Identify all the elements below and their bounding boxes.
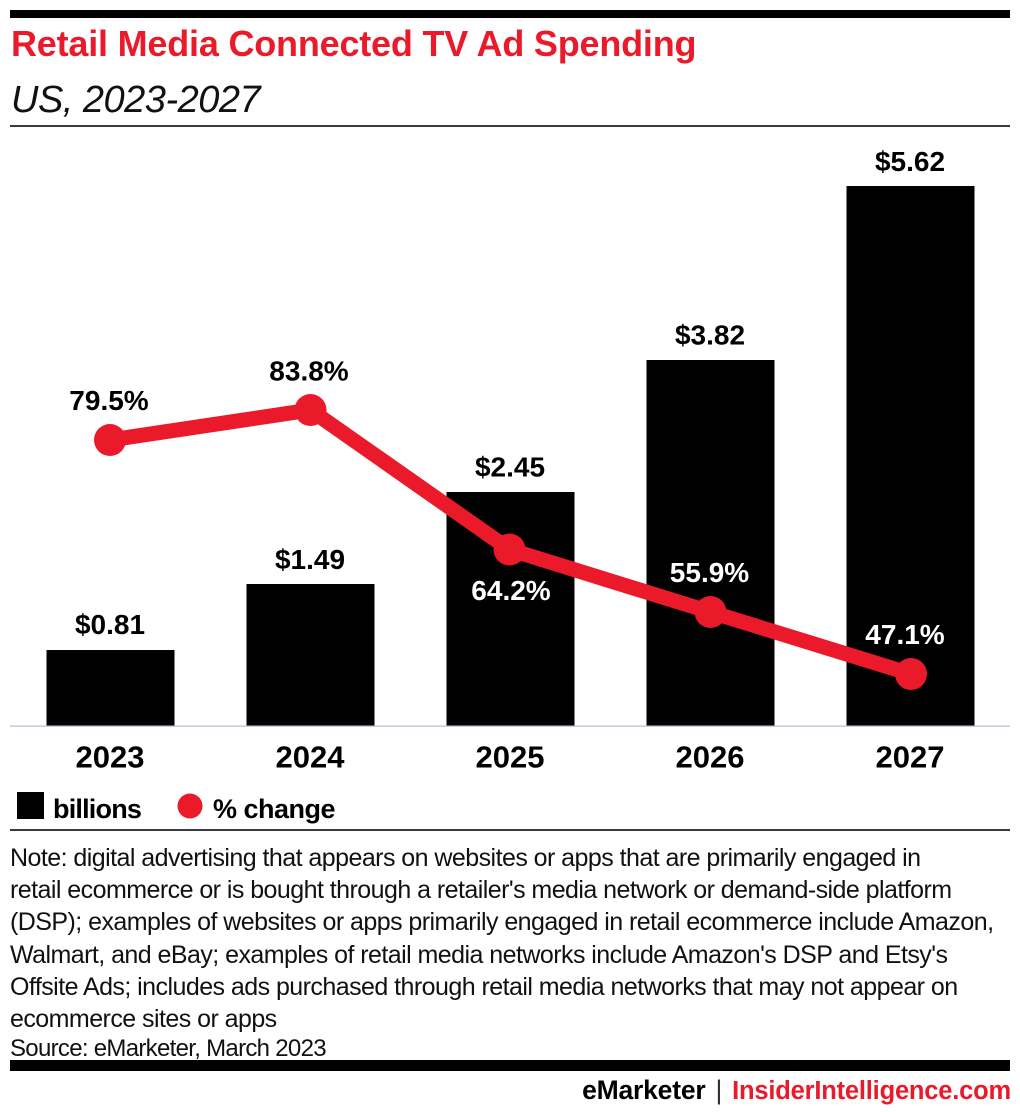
svg-text:2024: 2024 xyxy=(276,740,346,775)
svg-text:$0.81: $0.81 xyxy=(75,609,145,640)
svg-text:2025: 2025 xyxy=(476,740,545,775)
svg-text:47.1%: 47.1% xyxy=(865,619,944,650)
svg-text:83.8%: 83.8% xyxy=(269,356,348,387)
svg-text:$1.49: $1.49 xyxy=(275,544,345,575)
svg-text:$3.82: $3.82 xyxy=(675,320,745,351)
svg-text:64.2%: 64.2% xyxy=(471,575,550,606)
svg-text:55.9%: 55.9% xyxy=(670,557,749,588)
svg-text:$5.62: $5.62 xyxy=(875,146,945,177)
svg-text:2027: 2027 xyxy=(876,740,945,775)
svg-text:billions: billions xyxy=(53,794,141,824)
svg-text:$2.45: $2.45 xyxy=(475,452,545,483)
svg-text:79.5%: 79.5% xyxy=(69,385,148,416)
svg-text:2023: 2023 xyxy=(76,740,145,775)
svg-text:% change: % change xyxy=(213,794,336,824)
svg-text:2026: 2026 xyxy=(676,740,745,775)
